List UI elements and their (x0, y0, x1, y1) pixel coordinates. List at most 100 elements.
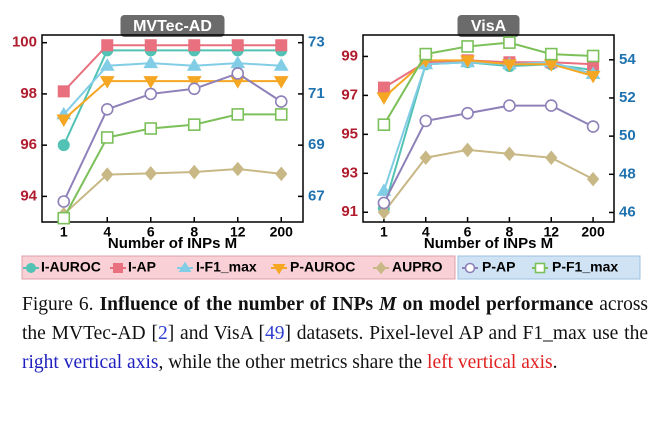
series-line (63, 167, 282, 216)
series-line (62, 72, 282, 202)
caption-ref: 49 (264, 323, 285, 344)
series-line (63, 62, 282, 116)
marker (377, 118, 391, 131)
marker (586, 49, 600, 63)
x-tick-label: 4 (103, 224, 111, 240)
marker (188, 164, 201, 180)
y2-tick-label: 54 (619, 51, 636, 68)
series-line (62, 113, 282, 219)
series-line (62, 49, 282, 146)
marker (186, 58, 202, 71)
legend-label: I-AUROC (41, 259, 101, 275)
x-tick-label: 200 (270, 224, 294, 240)
marker (273, 76, 289, 89)
legend-label: P-AP (482, 259, 515, 275)
marker (586, 171, 600, 187)
marker (376, 183, 392, 196)
x-tick-label: 8 (190, 224, 198, 240)
x-tick-label: 6 (147, 224, 155, 240)
caption-label: Figure 6. (22, 294, 94, 315)
caption: Figure 6. Influence of the number of INP… (22, 290, 648, 377)
marker (57, 85, 70, 98)
marker (26, 263, 36, 273)
title-box (120, 15, 225, 37)
caption-text: , while the other metrics share the (158, 352, 428, 373)
marker (272, 264, 286, 275)
marker (187, 82, 201, 96)
marker (231, 67, 245, 80)
marker (461, 142, 474, 158)
caption-text: ] datasets. Pixel-level AP and F1_max us… (284, 323, 648, 344)
y2-tick-label: 73 (308, 34, 325, 51)
y-tick-label: 96 (20, 136, 37, 153)
y2-tick-label: 67 (308, 187, 325, 204)
x-tick-label: 1 (380, 224, 388, 240)
marker (178, 261, 192, 272)
y2-tick-label: 46 (619, 203, 636, 220)
caption-red: left vertical axis (427, 352, 553, 373)
y-tick-label: 95 (341, 125, 358, 142)
marker (144, 87, 158, 101)
legend-label: I-F1_max (196, 259, 257, 275)
series: P-F1_max (377, 36, 600, 131)
marker (144, 122, 158, 135)
y2-tick-label: 69 (308, 136, 325, 153)
x-tick-label: 6 (464, 224, 472, 240)
marker (503, 99, 516, 112)
marker (376, 92, 392, 105)
marker (586, 120, 600, 133)
y-tick-label: 91 (341, 203, 358, 220)
marker (231, 161, 244, 177)
series: I-F1_max (376, 54, 601, 196)
marker (545, 150, 558, 165)
marker (186, 76, 202, 89)
legend-label: P-AUROC (290, 259, 355, 275)
marker (544, 47, 558, 61)
marker (101, 167, 114, 182)
x-tick-label: 8 (506, 224, 514, 240)
marker (99, 76, 115, 89)
caption-text: . (552, 352, 558, 373)
caption-bold-start: Influence of the number of INPs (99, 294, 380, 315)
legend-box-right (457, 255, 641, 280)
marker (231, 39, 244, 52)
marker (503, 146, 516, 162)
legend-label: I-AP (128, 259, 156, 275)
series: P-AUROC (56, 76, 289, 128)
series: AUPRO (57, 161, 288, 222)
marker (419, 47, 433, 61)
marker (113, 263, 123, 273)
chart-title: MVTec-AD (133, 18, 212, 35)
marker (419, 114, 433, 128)
caption-ref: 2 (157, 323, 168, 344)
series-line (63, 80, 282, 121)
marker (187, 118, 201, 131)
y2-tick-label: 71 (308, 85, 325, 102)
y2-tick-label: 50 (619, 127, 636, 144)
y2-tick-label: 52 (619, 89, 636, 106)
marker (99, 58, 115, 71)
caption-text: across the MVTec-AD [ (22, 294, 649, 344)
x-tick-label: 12 (230, 224, 246, 240)
marker (57, 139, 70, 152)
marker (231, 108, 245, 121)
caption-bold: Influence of the number of INPs M on mod… (100, 294, 594, 315)
series: I-F1_max (56, 55, 289, 120)
x-axis-label: Number of INPs M (424, 235, 553, 252)
series-line (63, 44, 282, 93)
marker (461, 40, 474, 53)
marker (464, 262, 476, 274)
marker (275, 166, 288, 182)
marker (419, 150, 432, 165)
marker (188, 39, 201, 52)
plot-frame (362, 34, 615, 223)
marker (274, 95, 288, 108)
marker (503, 36, 516, 49)
title-box (457, 15, 520, 37)
marker (144, 39, 157, 52)
marker (585, 70, 601, 84)
marker (230, 55, 246, 69)
marker (57, 195, 71, 208)
caption-bold-end: on model performance (396, 294, 594, 315)
